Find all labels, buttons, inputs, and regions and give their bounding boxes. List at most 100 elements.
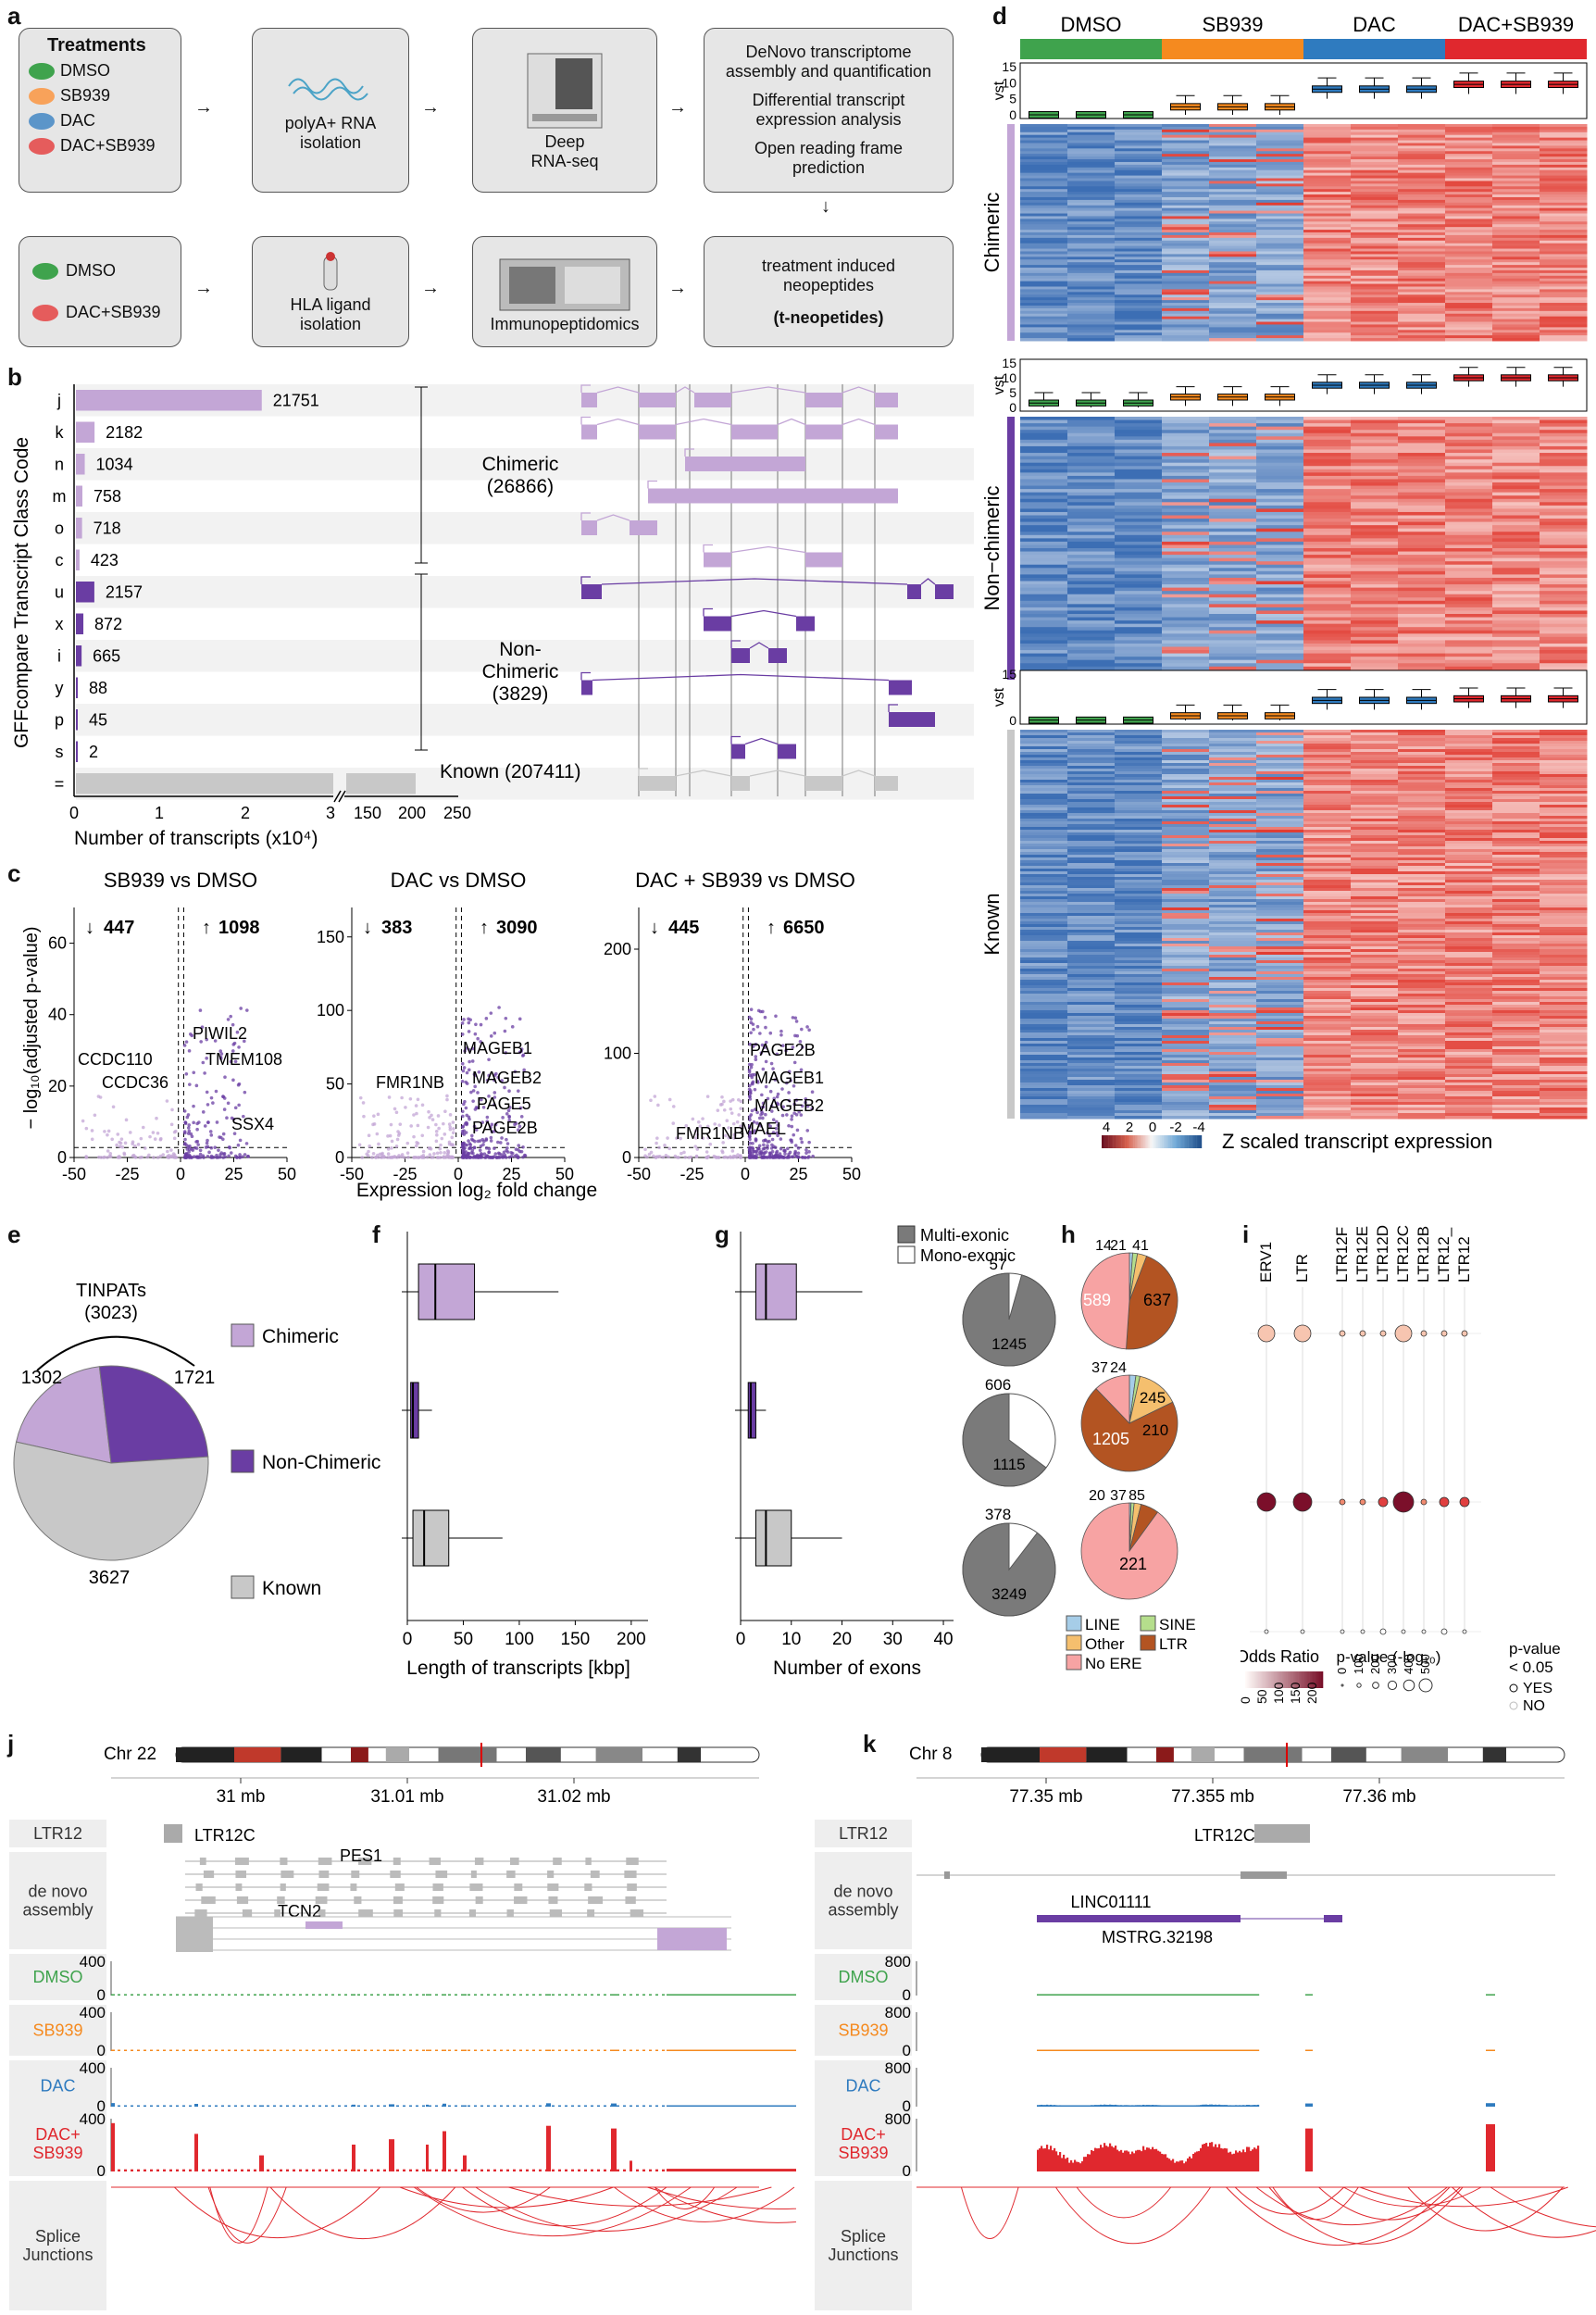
- b-exon: [875, 776, 898, 791]
- d-cell: [1351, 623, 1399, 628]
- c-down-count: 447: [104, 918, 134, 938]
- d-cell: [1209, 1096, 1257, 1100]
- d-cell: [1162, 659, 1210, 664]
- d-cell: [1398, 307, 1446, 312]
- d-cell: [1162, 794, 1210, 797]
- d-cell: [1162, 969, 1210, 972]
- c-point: [747, 1062, 752, 1067]
- d-cell: [1351, 423, 1399, 428]
- d-cell: [1209, 930, 1257, 933]
- d-cell: [1398, 640, 1446, 644]
- d-cell: [1115, 216, 1163, 219]
- panel-label-c: c: [7, 859, 21, 887]
- d-cell: [1020, 1099, 1068, 1103]
- d-cell: [1209, 321, 1257, 325]
- c-point: [519, 1115, 524, 1119]
- c-point: [478, 1148, 482, 1153]
- d-cell: [1256, 243, 1304, 247]
- c-point: [484, 1154, 489, 1158]
- d-cell: [1115, 735, 1163, 739]
- c-up-count: 6650: [783, 918, 825, 938]
- c-point: [717, 1156, 721, 1159]
- d-cell: [1303, 319, 1352, 323]
- d-cell: [1351, 570, 1399, 575]
- c-point: [775, 1095, 779, 1099]
- c-point: [462, 1141, 466, 1145]
- d-cell: [1540, 161, 1588, 166]
- d-cell: [1398, 746, 1446, 750]
- d-cell: [1115, 623, 1163, 628]
- d-cell: [1020, 796, 1068, 800]
- d-cell: [1492, 749, 1540, 753]
- d-cell: [1492, 568, 1540, 572]
- d-cell: [1351, 1094, 1399, 1097]
- d-cell: [1492, 564, 1540, 569]
- c-point: [400, 1095, 404, 1100]
- d-cell: [1303, 824, 1352, 828]
- d-cell: [1067, 636, 1116, 641]
- d-cell: [1351, 555, 1399, 559]
- d-cell: [1067, 519, 1116, 523]
- d-cell: [1020, 1082, 1068, 1086]
- d-cell: [1115, 584, 1163, 589]
- d-cell: [1020, 832, 1068, 836]
- d-cell: [1162, 994, 1210, 997]
- d-cell: [1303, 169, 1352, 174]
- c-xtick-label: 50: [278, 1165, 296, 1183]
- d-cell: [1209, 591, 1257, 595]
- d-cell: [1303, 210, 1352, 215]
- d-cell: [1398, 941, 1446, 945]
- c-point: [473, 1073, 477, 1078]
- d-cell: [1209, 186, 1257, 190]
- d-cell: [1540, 525, 1588, 530]
- d-cell: [1351, 780, 1399, 783]
- d-cell: [1540, 555, 1588, 559]
- c-point: [468, 1059, 471, 1064]
- d-cell: [1020, 169, 1068, 174]
- d-cell: [1303, 1021, 1352, 1025]
- d-cell: [1115, 538, 1163, 543]
- d-cell: [1398, 752, 1446, 756]
- d-cell: [1162, 1088, 1210, 1092]
- c-point: [768, 1089, 773, 1094]
- c-point: [502, 1150, 506, 1155]
- d-cell: [1492, 532, 1540, 536]
- d-cell: [1020, 994, 1068, 997]
- d-cell: [1256, 946, 1304, 950]
- d-cell: [1115, 807, 1163, 811]
- c-point: [517, 1050, 522, 1055]
- d-cell: [1115, 159, 1163, 163]
- d-cell: [1256, 164, 1304, 169]
- d-cell: [1162, 977, 1210, 981]
- d-cell: [1540, 305, 1588, 309]
- d-cell: [1351, 663, 1399, 668]
- d-cell: [1303, 449, 1352, 454]
- d-cell: [1540, 587, 1588, 592]
- c-point: [505, 1148, 508, 1153]
- c-point: [490, 1130, 494, 1133]
- d-cell: [1256, 564, 1304, 569]
- d-cell: [1398, 202, 1446, 206]
- d-cell: [1303, 511, 1352, 516]
- c-point: [388, 1133, 393, 1138]
- d-cell: [1492, 785, 1540, 789]
- d-cell: [1303, 213, 1352, 217]
- d-cell: [1115, 769, 1163, 772]
- d-cell: [1303, 564, 1352, 569]
- d-cell: [1351, 259, 1399, 263]
- d-cell: [1492, 832, 1540, 836]
- treatment-dmso: DMSO: [32, 261, 116, 281]
- d-cell: [1445, 810, 1493, 814]
- d-cell: [1162, 245, 1210, 250]
- d-cell: [1540, 148, 1588, 152]
- d-cell: [1303, 143, 1352, 146]
- d-cell: [1209, 816, 1257, 820]
- d-cell: [1303, 774, 1352, 778]
- d-cell: [1492, 780, 1540, 783]
- c-point: [184, 1040, 189, 1044]
- d-cell: [1209, 938, 1257, 942]
- d-cell: [1067, 292, 1116, 295]
- d-cell: [1303, 1007, 1352, 1011]
- b-tss-arrow: [703, 544, 713, 553]
- b-exon: [685, 457, 805, 471]
